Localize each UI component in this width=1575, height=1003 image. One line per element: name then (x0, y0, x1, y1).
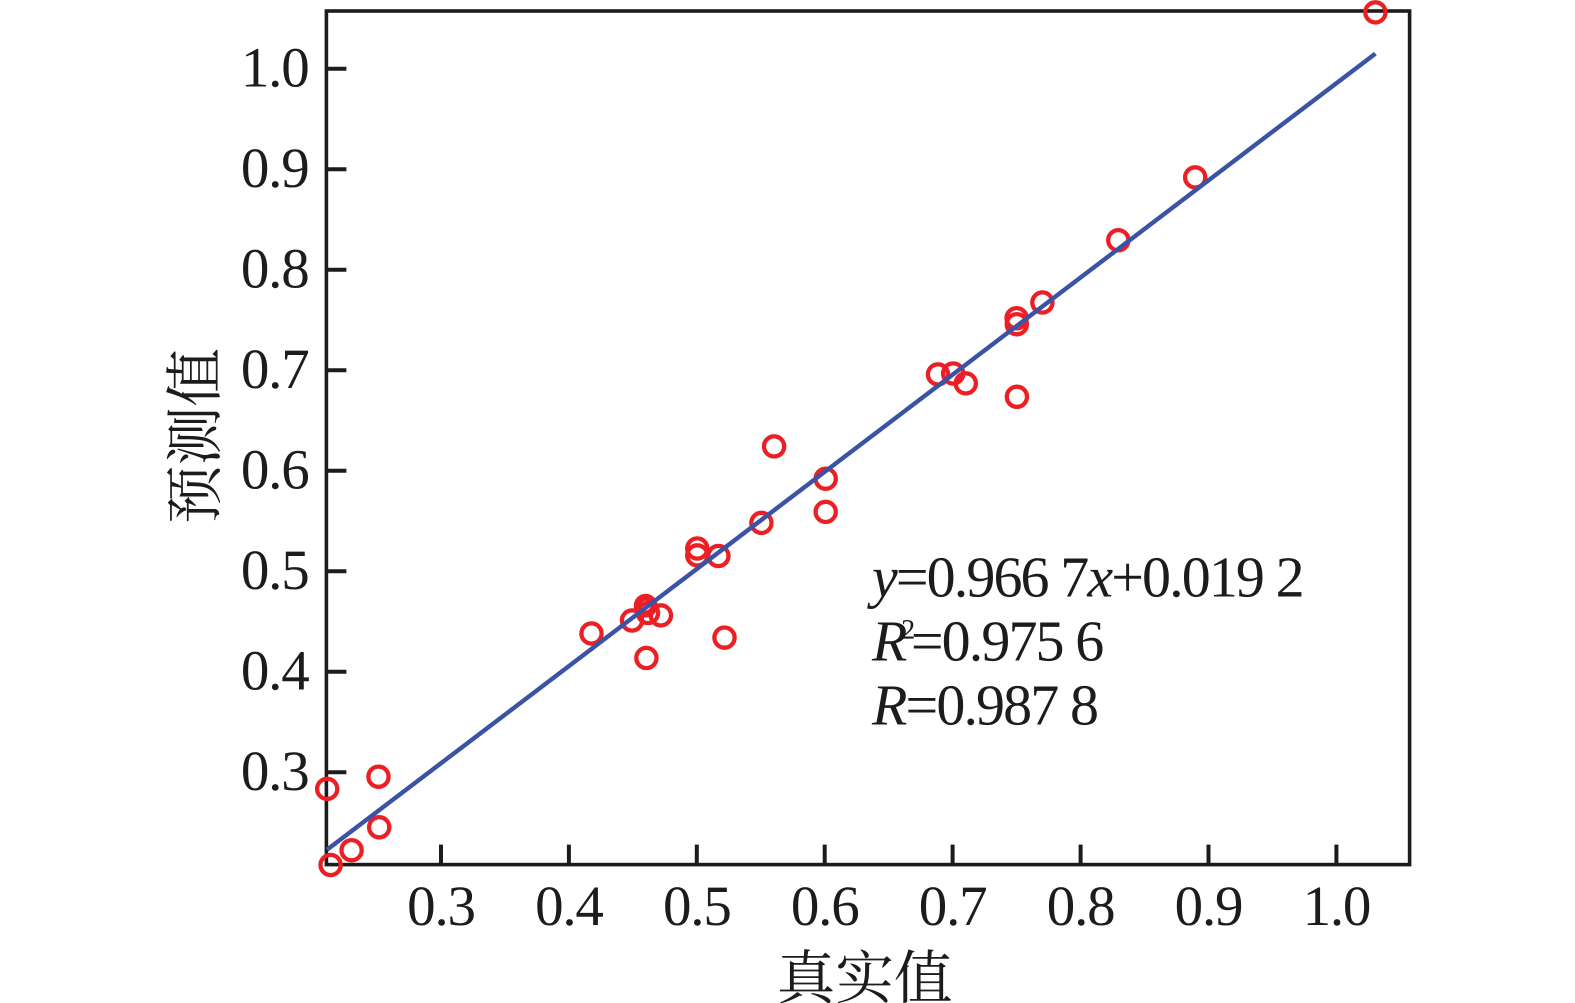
svg-text:0.7: 0.7 (919, 875, 987, 938)
svg-text:R=0.987 8: R=0.987 8 (871, 673, 1097, 738)
svg-text:0.9: 0.9 (1175, 875, 1243, 938)
svg-text:0.6: 0.6 (241, 438, 309, 501)
svg-text:0.7: 0.7 (241, 338, 309, 401)
svg-text:0.8: 0.8 (241, 238, 309, 301)
svg-text:0.3: 0.3 (407, 875, 475, 938)
svg-text:1.0: 1.0 (241, 37, 309, 100)
svg-text:0.4: 0.4 (535, 875, 603, 938)
svg-text:0.8: 0.8 (1047, 875, 1115, 938)
svg-text:0.9: 0.9 (241, 137, 309, 200)
svg-text:0.5: 0.5 (663, 875, 731, 938)
svg-text:0.4: 0.4 (241, 639, 309, 702)
svg-text:y=0.966 7x+0.019 2: y=0.966 7x+0.019 2 (867, 545, 1303, 610)
svg-text:0.3: 0.3 (241, 740, 309, 803)
svg-text:R=0.975 6: R=0.975 6 (871, 609, 1103, 674)
svg-text:1.0: 1.0 (1303, 875, 1371, 938)
svg-text:0.5: 0.5 (241, 539, 309, 602)
svg-text:0.6: 0.6 (791, 875, 859, 938)
